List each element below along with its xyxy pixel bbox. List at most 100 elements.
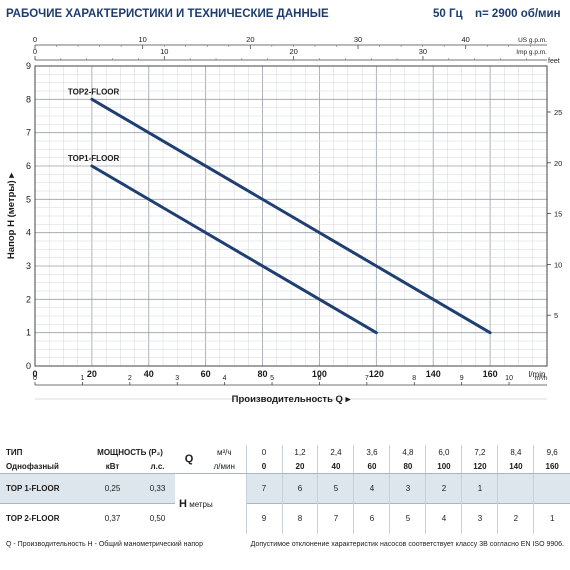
head-value: 4 — [425, 503, 462, 534]
x-tick-label: 60 — [201, 369, 211, 379]
head-value: 4 — [353, 473, 390, 504]
m3h-value: 7,2 — [461, 445, 498, 459]
page-title: РАБОЧИЕ ХАРАКТЕРИСТИКИ И ТЕХНИЧЕСКИЕ ДАН… — [6, 8, 329, 20]
head-value: 1 — [533, 503, 570, 534]
head-value: 1 — [461, 473, 498, 504]
m3h-tick-label: 10 — [505, 375, 513, 382]
x-axis-title: Производительность Q ▸ — [232, 394, 352, 405]
m3h-tick-label: 8 — [412, 375, 416, 382]
y-tick-label: 5 — [26, 194, 31, 204]
feet-tick-label: 15 — [554, 210, 562, 219]
lmin-value: 40 — [317, 459, 354, 474]
m3h-tick-label: 6 — [317, 375, 321, 382]
power-hp: 0,33 — [149, 484, 166, 493]
lmin-value: 80 — [389, 459, 426, 474]
m3h-value: 0 — [245, 445, 282, 459]
m3h-tick-label: 0 — [33, 375, 37, 382]
us-gpm-unit: US g.p.m. — [518, 37, 547, 44]
q-label: Q — [184, 453, 194, 465]
hp-header: л.с. — [140, 459, 176, 474]
head-value: 7 — [317, 503, 354, 534]
y-tick-label: 9 — [26, 61, 31, 71]
lmin-value: 140 — [497, 459, 534, 474]
us-gpm-tick-label: 40 — [462, 35, 470, 44]
lmin-value: 100 — [425, 459, 462, 474]
y-tick-label: 2 — [26, 294, 31, 304]
power-kw: 0,25 — [104, 484, 121, 493]
m3h-tick-label: 3 — [175, 375, 179, 382]
y-tick-label: 1 — [26, 328, 31, 338]
feet-tick-label: 20 — [554, 159, 562, 168]
x-tick-label: 100 — [312, 369, 327, 379]
y-axis-title: Напор H (метры) ▸ — [6, 172, 17, 259]
head-value: 7 — [245, 473, 282, 504]
m3h-tick-label: 2 — [128, 375, 132, 382]
head-value — [533, 473, 570, 504]
m3h-value: 1,2 — [281, 445, 318, 459]
m3h-value: 6,0 — [425, 445, 462, 459]
y-tick-label: 4 — [26, 228, 31, 238]
head-value: 9 — [245, 503, 282, 534]
h-unit: метры — [189, 499, 213, 509]
type-header: ТИП — [6, 447, 23, 457]
m3h-tick-label: 7 — [365, 375, 369, 382]
m3h-tick-label: 1 — [80, 375, 84, 382]
lmin-unit: л/мин — [203, 459, 247, 474]
x-tick-label: 80 — [258, 369, 268, 379]
power-header: МОЩНОСТЬ (P₂) — [97, 447, 163, 457]
head-value: 6 — [281, 473, 318, 504]
feet-tick-label: 5 — [554, 311, 558, 320]
m3h-value: 8,4 — [497, 445, 534, 459]
rpm-label: n= 2900 об/мин — [475, 8, 561, 20]
m3h-value: 2,4 — [317, 445, 354, 459]
head-value: 3 — [389, 473, 426, 504]
lmin-value: 0 — [245, 459, 282, 474]
m3h-value: 9,6 — [533, 445, 570, 459]
lmin-value: 20 — [281, 459, 318, 474]
series-label: TOP1-FLOOR — [68, 154, 120, 163]
head-value: 5 — [389, 503, 426, 534]
imp-gpm-tick-label: 0 — [33, 47, 37, 56]
head-value: 5 — [317, 473, 354, 504]
head-value — [497, 473, 534, 504]
imp-gpm-unit: Imp g.p.m. — [516, 49, 547, 56]
m3h-value: 4,8 — [389, 445, 426, 459]
m3h-tick-label: 5 — [270, 375, 274, 382]
lmin-value: 120 — [461, 459, 498, 474]
x-tick-label: 40 — [144, 369, 154, 379]
feet-tick-label: 25 — [554, 108, 562, 117]
y-tick-label: 0 — [26, 361, 31, 371]
head-value: 2 — [497, 503, 534, 534]
us-gpm-tick-label: 20 — [246, 35, 254, 44]
model-name: TOP 1-FLOOR — [6, 484, 60, 493]
y-tick-label: 8 — [26, 94, 31, 104]
y-tick-label: 7 — [26, 128, 31, 138]
us-gpm-tick-label: 10 — [139, 35, 147, 44]
model-name: TOP 2-FLOOR — [6, 514, 60, 524]
m3h-value: 3,6 — [353, 445, 390, 459]
y-tick-label: 3 — [26, 261, 31, 271]
frequency-label: 50 Гц — [433, 8, 463, 20]
feet-unit: feet — [548, 58, 560, 65]
series-line — [90, 164, 378, 335]
x-unit-m3h: m³/h — [535, 375, 548, 382]
head-value: 8 — [281, 503, 318, 534]
kw-header: кВт — [85, 459, 140, 474]
head-value: 2 — [425, 473, 462, 504]
m3h-tick-label: 9 — [460, 375, 464, 382]
us-gpm-tick-label: 0 — [33, 35, 37, 44]
head-value: 3 — [461, 503, 498, 534]
us-gpm-tick-label: 30 — [354, 35, 362, 44]
lmin-value: 160 — [533, 459, 570, 474]
feet-tick-label: 10 — [554, 260, 562, 269]
plot-border — [34, 65, 548, 367]
m3h-tick-label: 4 — [223, 375, 227, 382]
head-value: 6 — [353, 503, 390, 534]
x-tick-label: 20 — [87, 369, 97, 379]
footer-legend: Q - Производительность H - Общий маномет… — [6, 541, 203, 548]
series-label: TOP2-FLOOR — [68, 87, 120, 96]
footer-tolerance: Допустимое отклонение характеристик насо… — [250, 541, 564, 548]
series-line — [90, 97, 492, 335]
imp-gpm-tick-label: 10 — [160, 47, 168, 56]
